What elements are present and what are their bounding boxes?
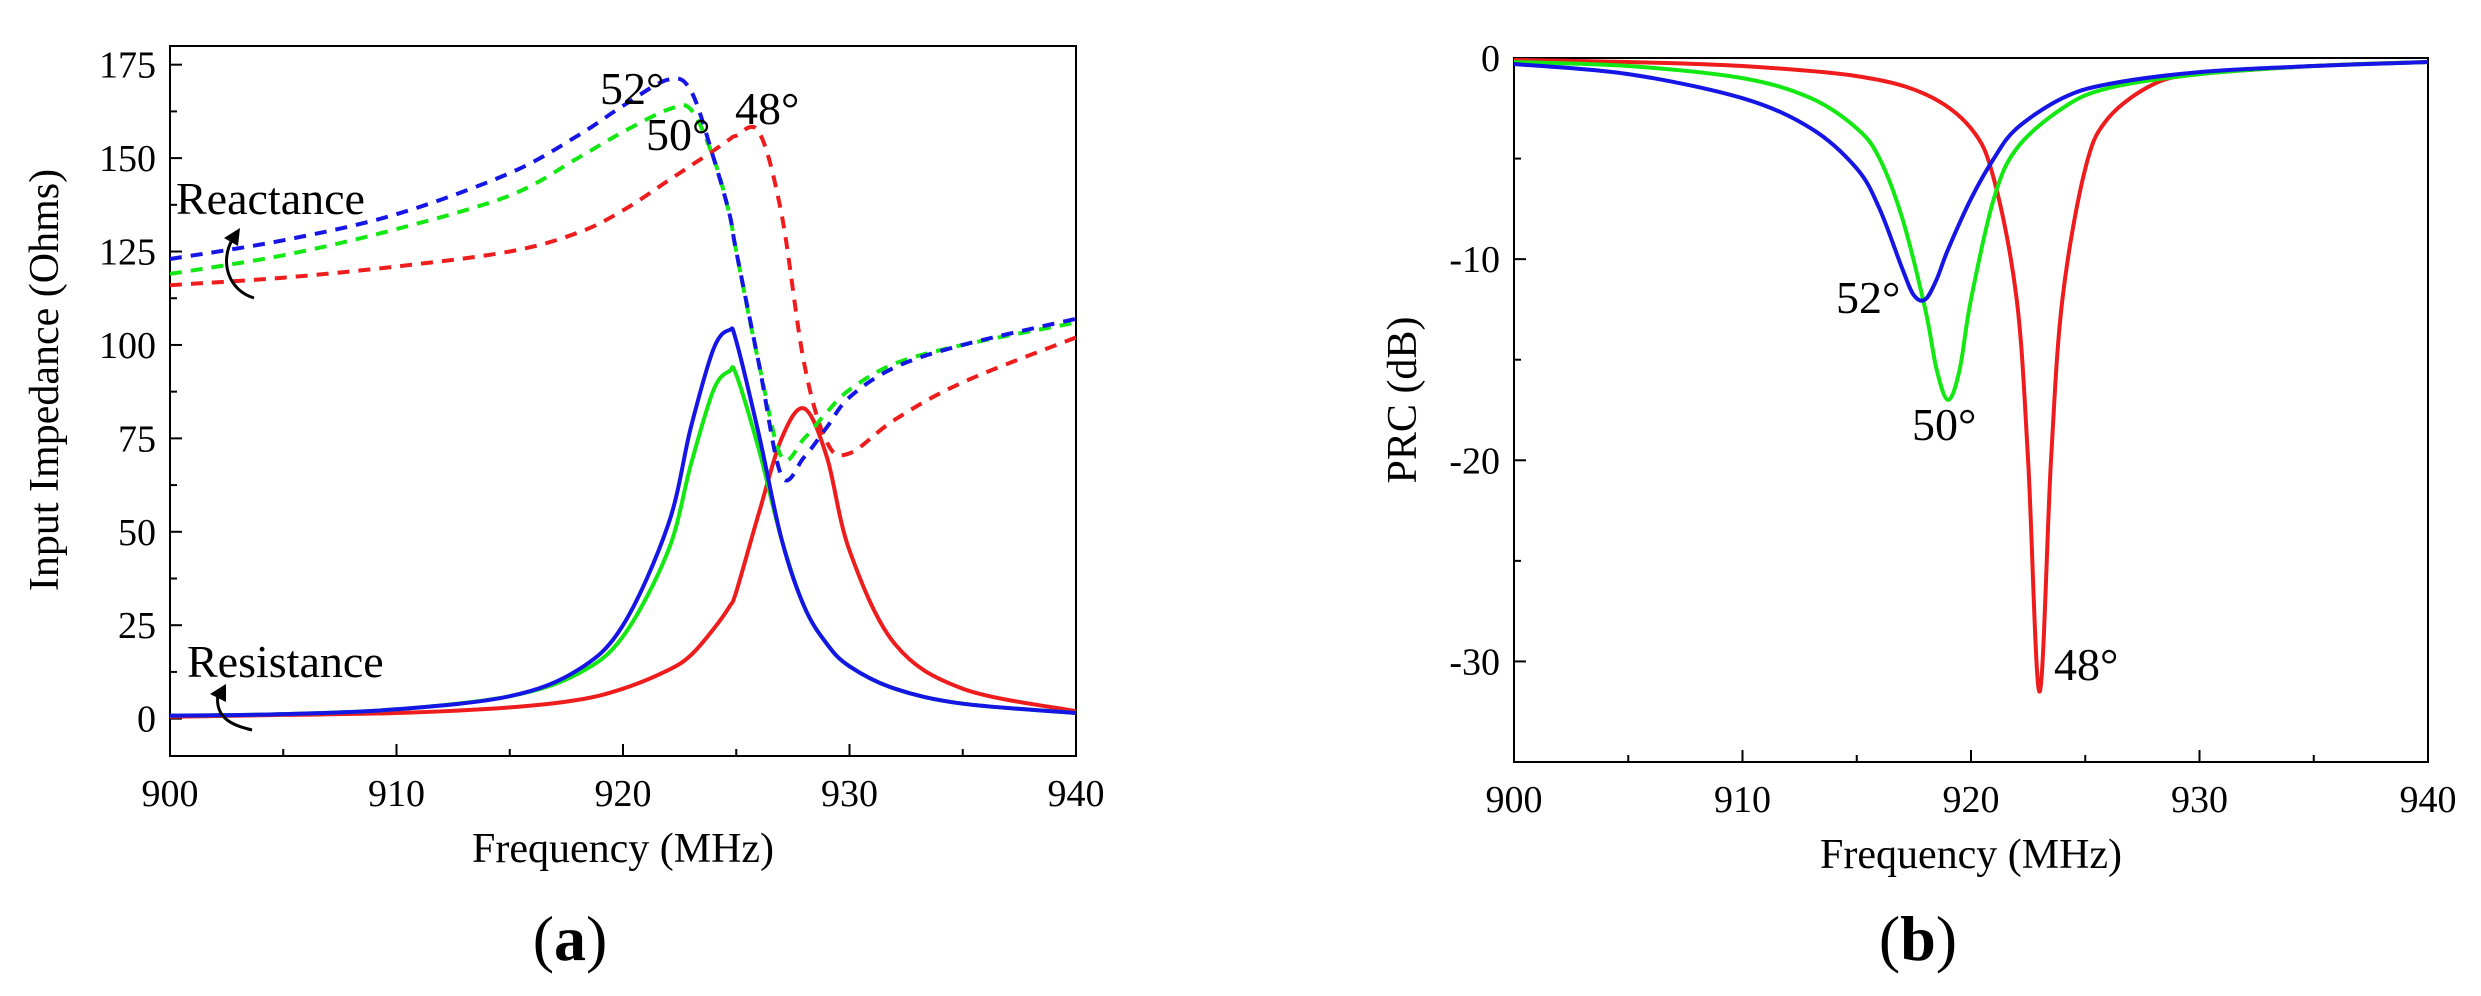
y-tick-label-b--10: -10 xyxy=(1449,239,1500,281)
y-tick-label-b-0: 0 xyxy=(1481,38,1500,80)
y-tick-label-a-75: 75 xyxy=(118,418,156,460)
reactance-arrow xyxy=(225,239,255,300)
y-axis-label-a: Input Impedance (Ohms) xyxy=(22,169,68,591)
x-axis-label-a: Frequency (MHz) xyxy=(472,826,774,872)
annotation-a-52: 52° xyxy=(600,63,664,114)
x-tick-label-a-940: 940 xyxy=(1048,773,1105,815)
y-axis-ticks-b: -30 -20 -10 0 xyxy=(1449,38,1526,683)
x-tick-label-a-910: 910 xyxy=(368,773,425,815)
panel-label-b: (b) xyxy=(1879,903,1957,974)
annotation-resistance: Resistance xyxy=(187,636,384,687)
x-tick-label-b-920: 920 xyxy=(1943,779,2000,821)
series-line-b-52- xyxy=(1513,60,2429,303)
y-tick-label-a-175: 175 xyxy=(99,45,156,87)
y-tick-label-a-50: 50 xyxy=(118,512,156,554)
annotation-reactance: Reactance xyxy=(176,173,365,224)
annotation-b-52: 52° xyxy=(1836,272,1900,323)
y-tick-label-a-125: 125 xyxy=(99,232,156,274)
y-axis-ticks-a: 0 25 50 75 100 125 150 175 xyxy=(99,45,182,741)
y-tick-label-b--20: -20 xyxy=(1449,440,1500,482)
series-line-a-resistance-52- xyxy=(169,326,1077,718)
panel-a-chart: 0 25 50 75 100 125 150 175 900 910 920 930 940 Freq… xyxy=(22,45,1105,974)
resistance-arrow-head xyxy=(210,684,226,702)
annotation-a-48: 48° xyxy=(735,83,799,134)
series-line-a-resistance-48- xyxy=(169,406,1077,719)
x-tick-label-a-920: 920 xyxy=(595,773,652,815)
series-line-a-reactance-50- xyxy=(169,102,1077,463)
annotation-a-50: 50° xyxy=(646,109,710,160)
annotation-b-50: 50° xyxy=(1912,399,1976,450)
series-group-b xyxy=(1513,58,2429,694)
x-tick-label-b-930: 930 xyxy=(2171,779,2228,821)
annotation-b-48: 48° xyxy=(2054,639,2118,690)
y-axis-label-b: PRC (dB) xyxy=(1380,317,1426,484)
y-tick-label-a-100: 100 xyxy=(99,325,156,367)
panel-b-chart: -30 -20 -10 0 900 910 920 930 940 Frequency (MH… xyxy=(1380,38,2457,974)
x-tick-label-b-910: 910 xyxy=(1714,779,1771,821)
series-line-b-48- xyxy=(1513,58,2429,694)
y-tick-label-b--30: -30 xyxy=(1449,641,1500,683)
y-tick-label-a-150: 150 xyxy=(99,138,156,180)
y-tick-label-a-0: 0 xyxy=(137,699,156,741)
x-tick-label-a-930: 930 xyxy=(821,773,878,815)
series-line-b-50- xyxy=(1513,60,2429,402)
panel-label-a: (a) xyxy=(533,903,608,974)
resistance-arrow xyxy=(216,693,253,732)
series-line-a-reactance-52- xyxy=(169,76,1077,483)
x-axis-ticks-a: 900 910 920 930 940 xyxy=(142,744,1105,815)
x-axis-ticks-b: 900 910 920 930 940 xyxy=(1486,750,2457,821)
reactance-arrow-head xyxy=(224,228,240,246)
series-group-a xyxy=(169,76,1077,719)
x-tick-label-a-900: 900 xyxy=(142,773,199,815)
x-axis-label-b: Frequency (MHz) xyxy=(1820,832,2122,878)
y-tick-label-a-25: 25 xyxy=(118,605,156,647)
series-line-a-reactance-48- xyxy=(169,124,1077,458)
x-tick-label-b-900: 900 xyxy=(1486,779,1543,821)
x-tick-label-b-940: 940 xyxy=(2400,779,2457,821)
